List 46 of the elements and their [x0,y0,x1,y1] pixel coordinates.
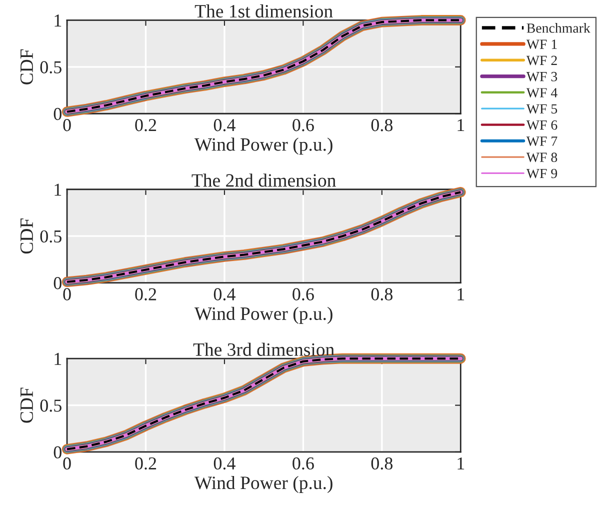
x-tick-label: 0.6 [292,457,314,470]
legend-label: WF 9 [526,168,558,178]
y-tick-label: 0 [54,446,62,458]
y-tick-label: 0.5 [40,400,62,412]
y-tick-label: 0 [54,108,62,120]
legend-label: WF 8 [526,152,558,162]
legend-label: WF 4 [526,88,558,98]
x-tick-label: 1 [458,457,464,470]
x-tick-label: 0.8 [371,119,393,132]
x-tick-label: 0.2 [135,288,156,300]
x-axis-title: Wind Power (p.u.) [194,138,332,155]
chart-title: The 2nd dimension [192,174,336,187]
x-tick-label: 0.4 [214,119,236,132]
chart-title: The 1st dimension [194,4,333,18]
y-tick-label: 0.5 [40,230,62,243]
x-tick-label: 0.4 [214,457,236,470]
legend-label: WF 6 [526,120,558,130]
x-tick-label: 0.8 [371,288,393,300]
legend-label: WF 2 [526,56,557,66]
x-tick-label: 0.8 [371,457,393,470]
chart-title: The 3rd dimension [193,342,334,356]
x-tick-label: 0.6 [292,119,314,132]
x-tick-label: 0 [63,119,71,132]
y-axis-title: CDF [20,218,34,254]
y-tick-label: 1 [54,14,62,26]
y-tick-label: 0 [54,277,62,290]
x-axis-title: Wind Power (p.u.) [194,306,332,324]
y-tick-label: 0.5 [40,61,62,74]
x-tick-label: 0.4 [214,288,236,300]
y-tick-label: 1 [54,352,62,365]
y-tick-label: 1 [54,184,62,196]
x-tick-label: 1 [458,288,464,300]
legend-label: WF 7 [526,136,558,146]
legend-label: Benchmark [526,23,590,33]
x-tick-label: 0.2 [135,457,156,470]
x-tick-label: 1 [458,119,464,132]
x-tick-label: 0.6 [292,288,314,300]
legend-label: WF 3 [526,72,558,82]
y-axis-title: CDF [20,388,34,423]
legend-label: WF 5 [526,104,558,114]
x-axis-title: Wind Power (p.u.) [194,476,332,493]
x-tick-label: 0 [63,457,71,470]
legend-label: WF 1 [526,40,557,50]
x-tick-label: 0.2 [135,119,156,132]
x-tick-label: 0 [63,288,71,300]
y-axis-title: CDF [20,49,34,84]
